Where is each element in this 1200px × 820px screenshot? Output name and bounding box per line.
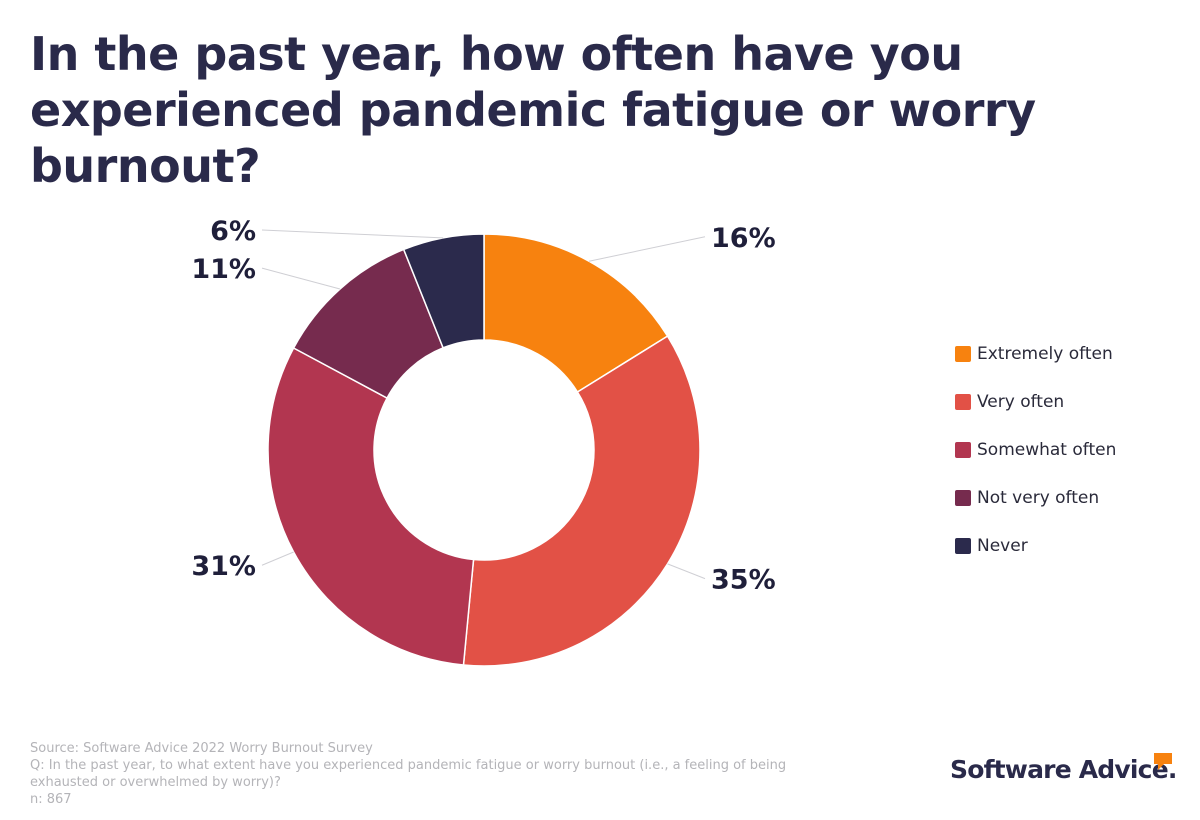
software-advice-logo: Software Advice. xyxy=(950,755,1177,784)
legend-item: Not very often xyxy=(955,486,1116,510)
percent-labels: 16% 35% 31% 11% 6% xyxy=(191,216,775,596)
legend-item: Very often xyxy=(955,390,1116,414)
donut-slices xyxy=(267,233,701,667)
leader-line xyxy=(261,267,341,290)
footnote-source: Source: Software Advice 2022 Worry Burno… xyxy=(30,741,373,756)
legend-label: Never xyxy=(977,536,1028,556)
leader-line xyxy=(667,563,706,580)
percent-label: 11% xyxy=(191,254,256,285)
legend-label: Extremely often xyxy=(977,344,1113,364)
legend-swatch xyxy=(955,346,971,362)
legend-swatch xyxy=(955,538,971,554)
leader-line xyxy=(588,236,706,262)
legend-label: Not very often xyxy=(977,488,1100,508)
legend-item: Never xyxy=(955,534,1116,558)
speech-bubble-icon xyxy=(1154,753,1172,770)
legend-swatch xyxy=(955,442,971,458)
leader-lines xyxy=(261,229,706,580)
donut-slice-extremely-often xyxy=(483,233,669,394)
donut-slice-somewhat-often xyxy=(267,346,475,666)
legend-item: Somewhat often xyxy=(955,438,1116,462)
legend-label: Very often xyxy=(977,392,1065,412)
percent-label: 31% xyxy=(191,551,256,582)
leader-line xyxy=(261,551,294,566)
percent-label: 35% xyxy=(711,565,776,596)
legend-item: Extremely often xyxy=(955,342,1116,366)
legend-swatch xyxy=(955,394,971,410)
chart-legend: Extremely often Very often Somewhat often N… xyxy=(955,342,1116,582)
legend-swatch xyxy=(955,490,971,506)
donut-slice-very-often xyxy=(462,335,701,667)
chart-title: In the past year, how often have you exp… xyxy=(30,27,1036,193)
donut-slice-never xyxy=(402,233,485,349)
leader-line xyxy=(261,229,444,239)
percent-label: 16% xyxy=(711,223,776,254)
footnote: Source: Software Advice 2022 Worry Burno… xyxy=(30,740,850,808)
percent-label: 6% xyxy=(210,216,256,247)
footnote-sample: n: 867 xyxy=(30,792,72,807)
legend-label: Somewhat often xyxy=(977,440,1117,460)
footnote-question: Q: In the past year, to what extent have… xyxy=(30,758,787,790)
